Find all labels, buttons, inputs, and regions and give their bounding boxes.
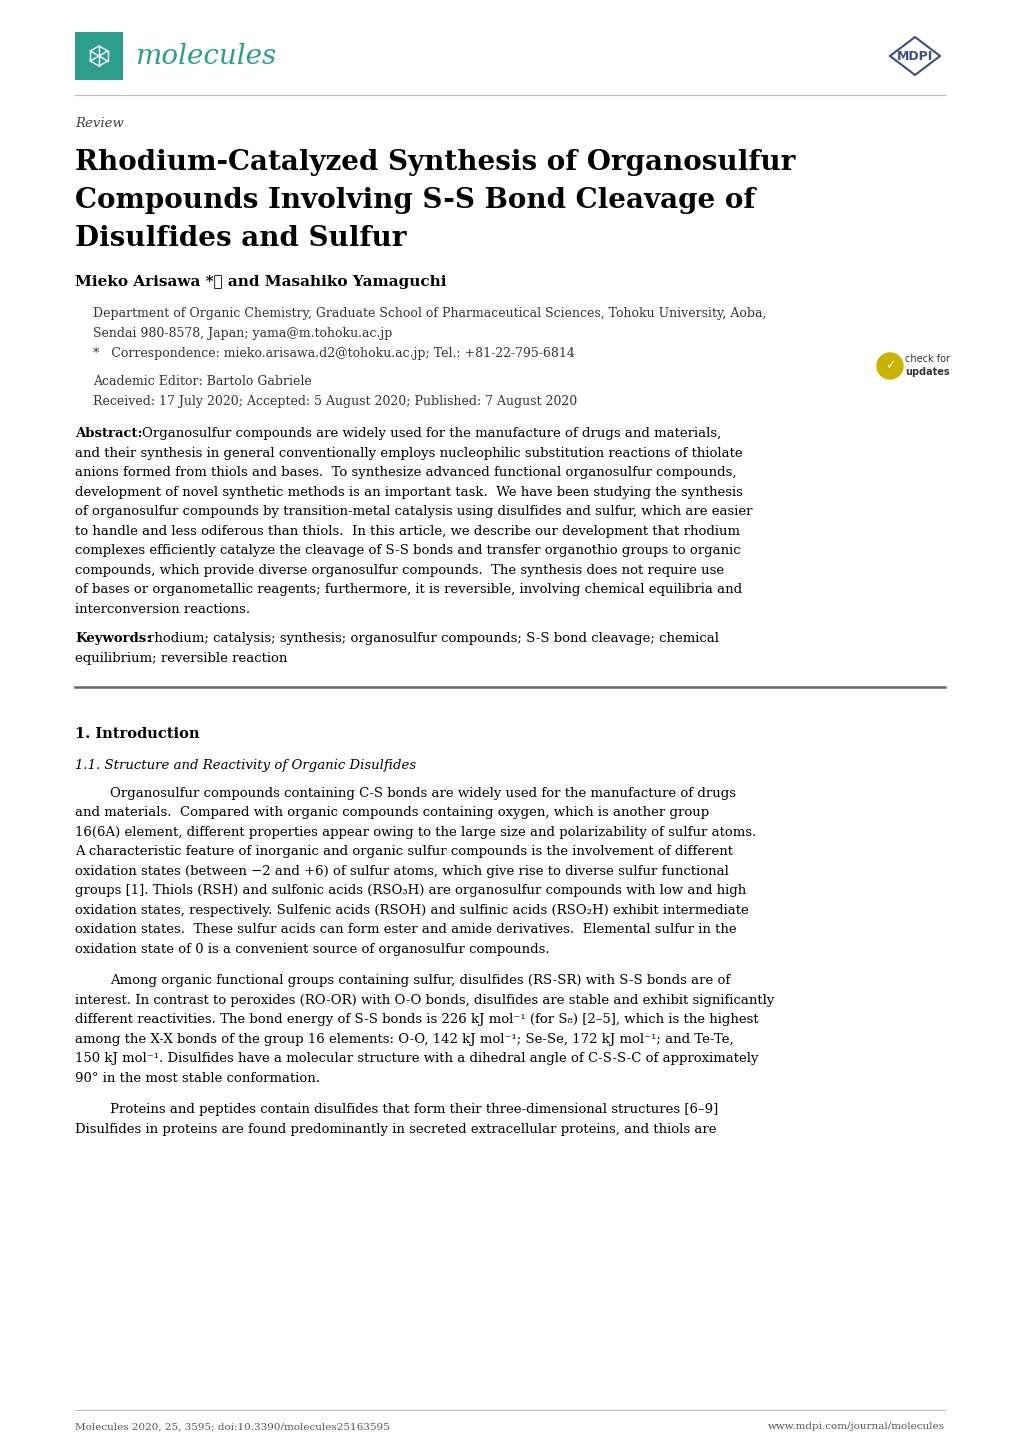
Text: development of novel synthetic methods is an important task.  We have been study: development of novel synthetic methods i… <box>75 486 742 499</box>
Text: Academic Editor: Bartolo Gabriele: Academic Editor: Bartolo Gabriele <box>93 375 312 388</box>
Text: Received: 17 July 2020; Accepted: 5 August 2020; Published: 7 August 2020: Received: 17 July 2020; Accepted: 5 Augu… <box>93 395 577 408</box>
Text: A characteristic feature of inorganic and organic sulfur compounds is the involv: A characteristic feature of inorganic an… <box>75 845 733 858</box>
Text: different reactivities. The bond energy of S-S bonds is 226 kJ mol⁻¹ (for S₈) [2: different reactivities. The bond energy … <box>75 1012 758 1027</box>
Text: Abstract:: Abstract: <box>75 427 143 440</box>
Text: molecules: molecules <box>135 42 276 69</box>
Text: compounds, which provide diverse organosulfur compounds.  The synthesis does not: compounds, which provide diverse organos… <box>75 564 723 577</box>
Text: complexes efficiently catalyze the cleavage of S-S bonds and transfer organothio: complexes efficiently catalyze the cleav… <box>75 544 740 557</box>
Text: www.mdpi.com/journal/molecules: www.mdpi.com/journal/molecules <box>767 1422 944 1430</box>
Text: Sendai 980-8578, Japan; yama@m.tohoku.ac.jp: Sendai 980-8578, Japan; yama@m.tohoku.ac… <box>93 327 392 340</box>
Text: 16(6A) element, different properties appear owing to the large size and polariza: 16(6A) element, different properties app… <box>75 825 755 838</box>
Text: groups [1]. Thiols (RSH) and sulfonic acids (RSO₃H) are organosulfur compounds w: groups [1]. Thiols (RSH) and sulfonic ac… <box>75 884 746 897</box>
Text: Disulfides and Sulfur: Disulfides and Sulfur <box>75 225 407 252</box>
Text: Department of Organic Chemistry, Graduate School of Pharmaceutical Sciences, Toh: Department of Organic Chemistry, Graduat… <box>93 307 765 320</box>
Text: Molecules 2020, 25, 3595; doi:10.3390/molecules25163595: Molecules 2020, 25, 3595; doi:10.3390/mo… <box>75 1422 389 1430</box>
Text: 150 kJ mol⁻¹. Disulfides have a molecular structure with a dihedral angle of C-S: 150 kJ mol⁻¹. Disulfides have a molecula… <box>75 1053 758 1066</box>
Text: Organosulfur compounds containing C-S bonds are widely used for the manufacture : Organosulfur compounds containing C-S bo… <box>110 786 736 799</box>
Text: 1. Introduction: 1. Introduction <box>75 727 200 741</box>
Text: Compounds Involving S-S Bond Cleavage of: Compounds Involving S-S Bond Cleavage of <box>75 187 755 213</box>
Text: oxidation states, respectively. Sulfenic acids (RSOH) and sulfinic acids (RSO₂H): oxidation states, respectively. Sulfenic… <box>75 904 748 917</box>
Text: to handle and less odiferous than thiols.  In this article, we describe our deve: to handle and less odiferous than thiols… <box>75 525 739 538</box>
Text: and materials.  Compared with organic compounds containing oxygen, which is anot: and materials. Compared with organic com… <box>75 806 708 819</box>
Text: Review: Review <box>75 117 123 130</box>
Text: Disulfides in proteins are found predominantly in secreted extracellular protein: Disulfides in proteins are found predomi… <box>75 1122 715 1135</box>
Text: Among organic functional groups containing sulfur, disulfides (RS-SR) with S-S b: Among organic functional groups containi… <box>110 973 730 986</box>
Text: Rhodium-Catalyzed Synthesis of Organosulfur: Rhodium-Catalyzed Synthesis of Organosul… <box>75 149 795 176</box>
Text: interest. In contrast to peroxides (RO-OR) with O-O bonds, disulfides are stable: interest. In contrast to peroxides (RO-O… <box>75 994 773 1007</box>
Text: updates: updates <box>904 368 949 376</box>
Text: ✓: ✓ <box>883 359 895 372</box>
Text: check for: check for <box>904 353 949 363</box>
Text: oxidation states (between −2 and +6) of sulfur atoms, which give rise to diverse: oxidation states (between −2 and +6) of … <box>75 865 729 878</box>
Text: Mieko Arisawa *ⓘ and Masahiko Yamaguchi: Mieko Arisawa *ⓘ and Masahiko Yamaguchi <box>75 275 446 288</box>
Text: interconversion reactions.: interconversion reactions. <box>75 603 250 616</box>
Text: oxidation states.  These sulfur acids can form ester and amide derivatives.  Ele: oxidation states. These sulfur acids can… <box>75 923 736 936</box>
Text: Proteins and peptides contain disulfides that form their three-dimensional struc: Proteins and peptides contain disulfides… <box>110 1103 717 1116</box>
Text: of organosulfur compounds by transition-metal catalysis using disulfides and sul: of organosulfur compounds by transition-… <box>75 505 752 518</box>
Text: 1.1. Structure and Reactivity of Organic Disulfides: 1.1. Structure and Reactivity of Organic… <box>75 758 416 771</box>
Text: and their synthesis in general conventionally employs nucleophilic substitution : and their synthesis in general conventio… <box>75 447 742 460</box>
Text: 90° in the most stable conformation.: 90° in the most stable conformation. <box>75 1071 320 1084</box>
Text: MDPI: MDPI <box>896 49 932 62</box>
Text: of bases or organometallic reagents; furthermore, it is reversible, involving ch: of bases or organometallic reagents; fur… <box>75 583 742 596</box>
Text: equilibrium; reversible reaction: equilibrium; reversible reaction <box>75 652 287 665</box>
FancyBboxPatch shape <box>75 32 123 79</box>
Text: Organosulfur compounds are widely used for the manufacture of drugs and material: Organosulfur compounds are widely used f… <box>142 427 720 440</box>
Text: rhodium; catalysis; synthesis; organosulfur compounds; S-S bond cleavage; chemic: rhodium; catalysis; synthesis; organosul… <box>148 632 718 645</box>
Circle shape <box>876 353 902 379</box>
Text: oxidation state of 0 is a convenient source of organosulfur compounds.: oxidation state of 0 is a convenient sou… <box>75 943 549 956</box>
Text: anions formed from thiols and bases.  To synthesize advanced functional organosu: anions formed from thiols and bases. To … <box>75 466 736 479</box>
Text: among the X-X bonds of the group 16 elements: O-O, 142 kJ mol⁻¹; Se-Se, 172 kJ m: among the X-X bonds of the group 16 elem… <box>75 1032 733 1045</box>
Text: Keywords:: Keywords: <box>75 632 151 645</box>
Text: *   Correspondence: mieko.arisawa.d2@tohoku.ac.jp; Tel.: +81-22-795-6814: * Correspondence: mieko.arisawa.d2@tohok… <box>93 348 575 360</box>
